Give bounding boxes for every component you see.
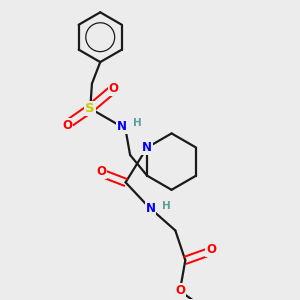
Text: O: O [206, 243, 216, 256]
Text: H: H [133, 118, 142, 128]
Text: N: N [146, 202, 155, 215]
Text: S: S [85, 102, 95, 115]
Text: N: N [142, 141, 152, 154]
Text: O: O [175, 284, 185, 297]
Text: O: O [109, 82, 118, 95]
Text: O: O [62, 118, 72, 132]
Text: O: O [96, 165, 106, 178]
Text: H: H [162, 201, 171, 211]
Text: N: N [117, 120, 127, 133]
